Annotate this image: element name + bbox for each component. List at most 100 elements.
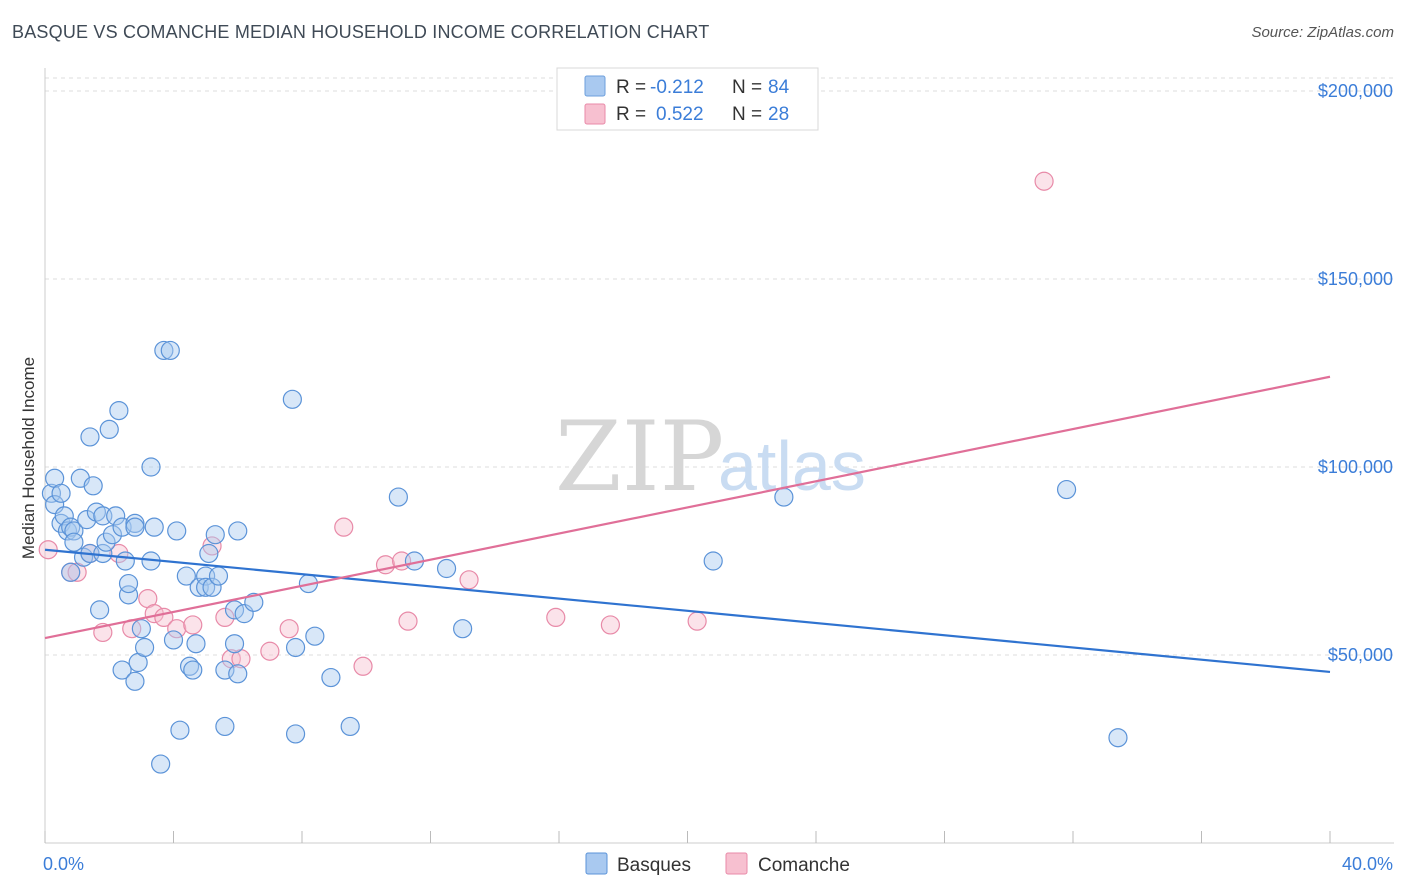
- basques-point: [64, 521, 84, 541]
- basques-point: [61, 562, 81, 582]
- bottom-legend-swatch-basques: [585, 852, 608, 875]
- chart-title: BASQUE VS COMANCHE MEDIAN HOUSEHOLD INCO…: [12, 22, 710, 42]
- basques-point: [80, 427, 100, 447]
- basques-point: [118, 573, 139, 594]
- comanche-point: [1034, 171, 1054, 191]
- basques-point: [285, 724, 306, 744]
- legend-n-label: N =: [732, 104, 762, 125]
- basques-point: [285, 637, 306, 658]
- basques-point: [186, 634, 206, 654]
- basques-point: [208, 566, 229, 586]
- basques-point: [282, 389, 302, 409]
- basques-point: [228, 521, 248, 541]
- bottom-legend-comanche: Comanche: [758, 855, 850, 876]
- basques-point: [215, 716, 235, 737]
- basques-trend-line: [44, 548, 1331, 674]
- basques-point: [154, 340, 174, 361]
- legend-r-label: R =: [616, 104, 646, 125]
- basques-point: [170, 720, 190, 740]
- legend-r-value: -0.212: [650, 77, 704, 98]
- watermark: ZIP atlas: [555, 401, 866, 513]
- watermark-zip: ZIP: [555, 401, 724, 513]
- comanche-point: [183, 615, 203, 635]
- basques-point: [202, 577, 222, 597]
- basques-point: [115, 551, 135, 571]
- bottom-legend-swatch-comanche: [725, 852, 748, 875]
- basques-point: [321, 667, 341, 688]
- legend: R = -0.212 N = 84 R = 0.522 N = 28: [556, 67, 819, 131]
- y-tick-label: $50,000: [1328, 645, 1393, 665]
- basques-point: [51, 483, 71, 503]
- comanche-point: [353, 656, 373, 676]
- basques-point: [118, 585, 139, 605]
- basques-point: [106, 506, 126, 526]
- basques-point: [183, 660, 203, 680]
- y-tick-labels: $50,000 $100,000 $150,000 $200,000: [1318, 81, 1393, 665]
- basques-point: [96, 532, 116, 552]
- legend-swatch-basques: [584, 75, 606, 97]
- basques-point: [160, 340, 180, 361]
- comanche-point: [687, 611, 707, 631]
- basques-point: [1108, 728, 1128, 748]
- bottom-legend: Basques Comanche: [585, 852, 850, 876]
- basques-point: [83, 476, 103, 496]
- comanche-point: [459, 570, 479, 590]
- y-axis-label: Median Household Income: [19, 357, 38, 559]
- basques-point: [215, 660, 235, 680]
- basques-point: [54, 506, 74, 526]
- basques-point: [305, 626, 325, 646]
- basques-point: [176, 566, 196, 586]
- basques-point: [340, 716, 360, 737]
- basques-point: [77, 510, 97, 530]
- basques-point: [141, 457, 161, 477]
- source-label: Source: ZipAtlas.com: [1251, 24, 1394, 41]
- basques-point: [112, 660, 132, 680]
- basques-point: [125, 671, 145, 691]
- x-tick-label-max: 40.0%: [1342, 854, 1393, 874]
- basques-point: [131, 619, 151, 639]
- basques-point: [199, 543, 219, 564]
- x-tick-labels: 0.0% 40.0%: [43, 854, 1393, 874]
- basques-point: [703, 551, 723, 571]
- y-tick-label: $200,000: [1318, 81, 1393, 101]
- y-tick-label: $150,000: [1318, 269, 1393, 289]
- bottom-legend-basques: Basques: [617, 855, 691, 876]
- comanche-point: [334, 517, 354, 537]
- basques-point: [125, 517, 145, 537]
- basques-point: [57, 521, 78, 541]
- basques-point: [179, 656, 200, 676]
- basques-point: [196, 577, 216, 597]
- basques-point: [64, 532, 84, 552]
- basques-point: [99, 419, 119, 439]
- basques-point: [388, 487, 408, 507]
- basques-point: [453, 619, 473, 639]
- basques-point: [90, 600, 110, 620]
- basques-point: [774, 487, 794, 507]
- comanche-point: [279, 619, 299, 639]
- legend-r-value: 0.522: [656, 104, 704, 125]
- legend-n-label: N =: [732, 77, 762, 98]
- basques-point: [102, 525, 123, 545]
- legend-n-value: 84: [768, 77, 790, 98]
- comanche-point: [600, 615, 621, 635]
- y-tick-label: $100,000: [1318, 457, 1393, 477]
- basques-point: [163, 630, 184, 650]
- basques-point: [144, 517, 164, 537]
- basques-point: [205, 525, 225, 545]
- basques-point: [224, 600, 245, 620]
- comanche-trend-line: [44, 375, 1331, 640]
- basques-point: [134, 637, 155, 658]
- axes: [44, 68, 1394, 844]
- comanche-point: [546, 607, 566, 628]
- legend-n-value: 28: [768, 104, 789, 125]
- comanche-point: [260, 641, 280, 661]
- comanche-point: [215, 607, 235, 628]
- legend-swatch-comanche: [584, 103, 606, 125]
- basques-point: [224, 634, 245, 654]
- legend-r-label: R =: [616, 77, 646, 98]
- basques-point: [151, 754, 171, 774]
- basques-point: [1056, 479, 1077, 500]
- basques-point: [228, 664, 248, 684]
- x-tick-label-min: 0.0%: [43, 854, 84, 874]
